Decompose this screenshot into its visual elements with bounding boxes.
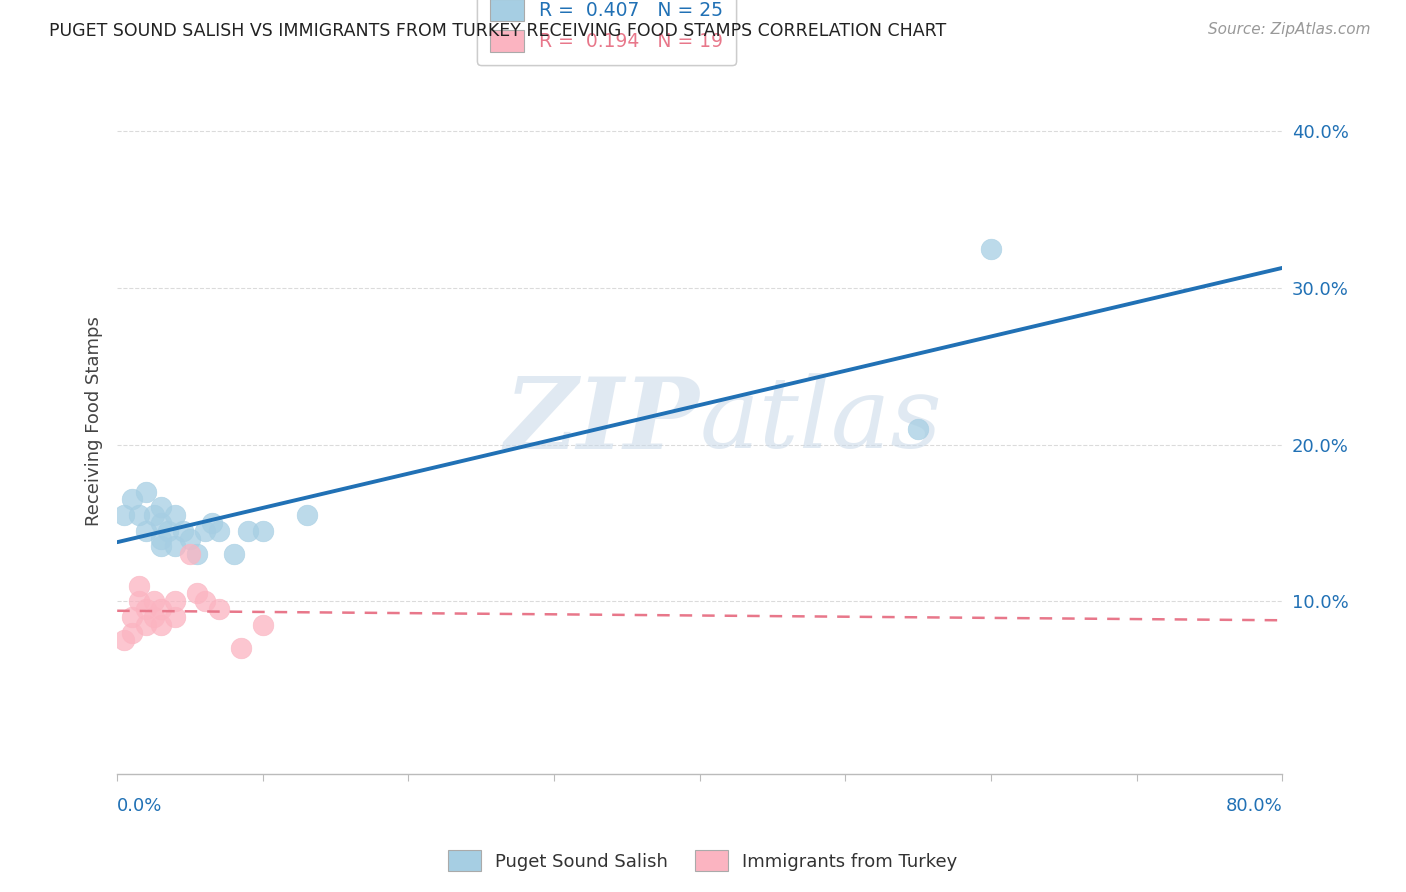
Text: ZIP: ZIP (505, 373, 700, 469)
Point (135, 602, 157, 616)
Point (172, 524, 194, 538)
Point (208, 602, 231, 616)
Point (149, 500, 172, 515)
Point (193, 524, 215, 538)
Point (135, 484, 157, 499)
Text: 0.0%: 0.0% (117, 797, 163, 815)
Point (208, 524, 231, 538)
Point (128, 508, 150, 522)
Point (179, 547, 201, 561)
Point (165, 610, 187, 624)
Y-axis label: Receiving Food Stamps: Receiving Food Stamps (86, 316, 103, 526)
Point (121, 492, 143, 507)
Point (149, 540, 172, 554)
Point (114, 633, 136, 648)
Point (165, 540, 187, 554)
Point (222, 547, 245, 561)
Point (980, 242, 1002, 256)
Point (149, 516, 172, 530)
Point (121, 625, 143, 640)
Legend: R =  0.407   N = 25, R =  0.194   N = 19: R = 0.407 N = 25, R = 0.194 N = 19 (477, 0, 735, 65)
Point (157, 524, 180, 538)
Point (186, 547, 208, 561)
Text: PUGET SOUND SALISH VS IMMIGRANTS FROM TURKEY RECEIVING FOOD STAMPS CORRELATION C: PUGET SOUND SALISH VS IMMIGRANTS FROM TU… (49, 22, 946, 40)
Point (165, 508, 187, 522)
Point (201, 516, 224, 530)
Point (229, 641, 252, 656)
Point (149, 617, 172, 632)
Point (149, 602, 172, 616)
Point (142, 508, 165, 522)
Point (142, 610, 165, 624)
Point (128, 594, 150, 608)
Point (135, 524, 157, 538)
Text: Source: ZipAtlas.com: Source: ZipAtlas.com (1208, 22, 1371, 37)
Point (142, 594, 165, 608)
Point (149, 532, 172, 546)
Text: 80.0%: 80.0% (1226, 797, 1282, 815)
Point (238, 524, 260, 538)
Text: atlas: atlas (700, 374, 942, 468)
Point (252, 524, 274, 538)
Point (907, 422, 929, 436)
Point (186, 586, 208, 600)
Point (179, 532, 201, 546)
Point (165, 594, 187, 608)
Point (193, 594, 215, 608)
Legend: Puget Sound Salish, Immigrants from Turkey: Puget Sound Salish, Immigrants from Turk… (441, 843, 965, 879)
Point (114, 508, 136, 522)
Point (252, 617, 274, 632)
Point (135, 617, 157, 632)
Point (128, 579, 150, 593)
Point (295, 508, 318, 522)
Point (121, 610, 143, 624)
